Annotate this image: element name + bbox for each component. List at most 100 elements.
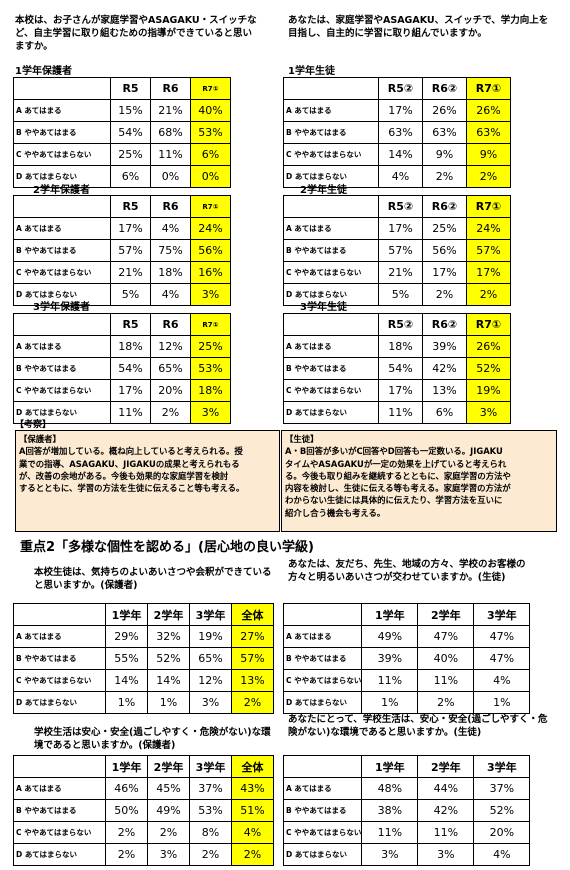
value-cell: 4%: [473, 843, 531, 866]
column-header: R6: [150, 77, 191, 100]
consider-student-box: 【生徒】 A・B回答が多いがC回答やD回答も一定数いる。JIGAKU タイムやAS…: [281, 430, 557, 532]
value-cell: 19%: [466, 379, 511, 402]
value-cell: 21%: [110, 261, 151, 284]
value-cell: 47%: [473, 647, 531, 670]
value-cell: 49%: [361, 625, 419, 648]
value-cell: 14%: [378, 143, 423, 166]
value-cell: 63%: [422, 121, 467, 144]
column-header: R7①: [466, 313, 511, 336]
value-cell: 2%: [466, 165, 511, 188]
column-header: R6②: [422, 313, 467, 336]
row-label: A あてはまる: [13, 99, 111, 122]
value-cell: 44%: [417, 777, 475, 800]
value-cell: 18%: [378, 335, 423, 358]
table-row: C ややあてはまらない 11% 11% 20%: [282, 821, 531, 844]
row-label: C ややあてはまらない: [283, 261, 379, 284]
consider-line: が、改善の余地がある。今後も効果的な家庭学習を検討: [19, 470, 229, 481]
value-cell: 40%: [190, 99, 231, 122]
value-cell: 1%: [105, 691, 148, 714]
row-label: B ややあてはまる: [13, 357, 111, 380]
column-header: R6: [150, 195, 191, 218]
value-cell: 52%: [147, 647, 190, 670]
value-cell: 38%: [361, 799, 419, 822]
student1-title: 1学年生徒: [288, 66, 335, 77]
table-row: B ややあてはまる 54% 42% 52%: [283, 357, 511, 380]
value-cell: 56%: [190, 239, 231, 262]
value-cell: 2%: [150, 401, 191, 424]
row-label: B ややあてはまる: [13, 239, 111, 262]
table-row: D あてはまらない 5% 2% 2%: [283, 283, 511, 306]
table-row: A あてはまる 46% 45% 37% 43%: [13, 777, 274, 800]
value-cell: 48%: [361, 777, 419, 800]
value-cell: 12%: [189, 669, 232, 692]
value-cell: 25%: [422, 217, 467, 240]
table-row: D あてはまらない 5% 4% 3%: [13, 283, 231, 306]
consider-parent-head: 【保護者】: [19, 434, 61, 444]
value-cell: 21%: [378, 261, 423, 284]
value-cell: 18%: [150, 261, 191, 284]
table-row: D あてはまらない 1% 1% 3% 2%: [13, 691, 274, 714]
value-cell: 14%: [105, 669, 148, 692]
value-cell: 3%: [147, 843, 190, 866]
value-cell: 21%: [150, 99, 191, 122]
consider-line: 紹介し合う機会も考える。: [285, 507, 386, 518]
column-header: R5: [110, 313, 151, 336]
value-cell: 11%: [378, 401, 423, 424]
table-row: B ややあてはまる 54% 65% 53%: [13, 357, 231, 380]
value-cell: 4%: [231, 821, 274, 844]
value-cell: 18%: [190, 379, 231, 402]
value-cell: 63%: [378, 121, 423, 144]
question-parent-self-study: 本校は、お子さんが家庭学習やASAGAKU・スイッチなど、自主学習に取り組むため…: [15, 15, 257, 52]
table-row: A あてはまる 18% 39% 26%: [283, 335, 511, 358]
consider-student-text: A・B回答が多いがC回答やD回答も一定数いる。JIGAKU タイムやASAGAKU…: [285, 445, 556, 519]
value-cell: 24%: [466, 217, 511, 240]
value-cell: 1%: [361, 691, 419, 714]
table-row: B ややあてはまる 38% 42% 52%: [282, 799, 531, 822]
value-cell: 2%: [231, 691, 274, 714]
value-cell: 75%: [150, 239, 191, 262]
question-greet-parent: 本校生徒は、気持ちのよいあいさつや会釈ができていると思いますか。(保護者): [34, 567, 272, 591]
value-cell: 3%: [190, 283, 231, 306]
value-cell: 51%: [231, 799, 274, 822]
value-cell: 11%: [361, 669, 419, 692]
value-cell: 47%: [473, 625, 531, 648]
consider-line: A・B回答が多いがC回答やD回答も一定数いる。JIGAKU: [285, 446, 503, 457]
value-cell: 4%: [378, 165, 423, 188]
column-header: 1学年: [361, 603, 419, 626]
value-cell: 4%: [150, 217, 191, 240]
value-cell: 1%: [473, 691, 531, 714]
column-header: 全体: [231, 603, 274, 626]
parent1-table: R5 R6 R7① A あてはまる 15% 21% 40% B ややあてはまる 54% 68% 53…: [13, 77, 231, 188]
row-label: B ややあてはまる: [283, 239, 379, 262]
table-row: C ややあてはまらない 21% 18% 16%: [13, 261, 231, 284]
parent2-table: R5 R6 R7① A あてはまる 17% 4% 24% B ややあてはまる 57% 75% 56%…: [13, 195, 231, 306]
value-cell: 3%: [361, 843, 419, 866]
value-cell: 3%: [189, 691, 232, 714]
header-blank-cell: [13, 195, 111, 218]
table-row: D あてはまらない 2% 3% 2% 2%: [13, 843, 274, 866]
value-cell: 11%: [417, 821, 475, 844]
column-header: R7①: [466, 195, 511, 218]
consider-student-head: 【生徒】: [285, 434, 319, 444]
value-cell: 47%: [417, 625, 475, 648]
value-cell: 43%: [231, 777, 274, 800]
consider-line: A回答が増加している。概ね向上していると考えられる。授: [19, 446, 243, 457]
row-label: A あてはまる: [282, 777, 363, 800]
value-cell: 63%: [466, 121, 511, 144]
value-cell: 17%: [110, 379, 151, 402]
value-cell: 8%: [189, 821, 232, 844]
table-row: B ややあてはまる 54% 68% 53%: [13, 121, 231, 144]
value-cell: 17%: [378, 379, 423, 402]
value-cell: 4%: [150, 283, 191, 306]
table-row: A あてはまる 49% 47% 47%: [282, 625, 531, 648]
row-label: D あてはまらない: [13, 401, 111, 424]
value-cell: 29%: [105, 625, 148, 648]
value-cell: 2%: [422, 283, 467, 306]
consider-parent-text: A回答が増加している。概ね向上していると考えられる。授 業での指導、ASAGAKU…: [19, 445, 279, 494]
value-cell: 27%: [231, 625, 274, 648]
row-label: A あてはまる: [283, 335, 379, 358]
student3-title: 3学年生徒: [300, 302, 347, 313]
safe-parent-table: 1学年 2学年 3学年 全体 A あてはまる 46% 45% 37% 43% B ややあてはまる 5…: [13, 755, 274, 866]
value-cell: 26%: [466, 335, 511, 358]
parent3-table: R5 R6 R7① A あてはまる 18% 12% 25% B ややあてはまる 54% 65% 53…: [13, 313, 231, 424]
